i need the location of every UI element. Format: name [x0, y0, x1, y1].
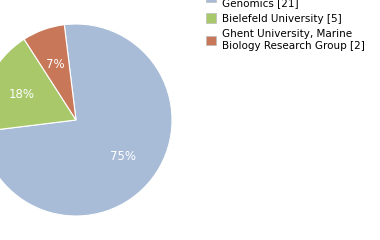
Wedge shape — [0, 39, 76, 132]
Text: 18%: 18% — [9, 88, 35, 101]
Wedge shape — [0, 24, 172, 216]
Text: 7%: 7% — [46, 58, 65, 71]
Text: 75%: 75% — [110, 150, 136, 163]
Legend: Centre for Biodiversity
Genomics [21], Bielefeld University [5], Ghent Universit: Centre for Biodiversity Genomics [21], B… — [206, 0, 364, 51]
Wedge shape — [24, 25, 76, 120]
